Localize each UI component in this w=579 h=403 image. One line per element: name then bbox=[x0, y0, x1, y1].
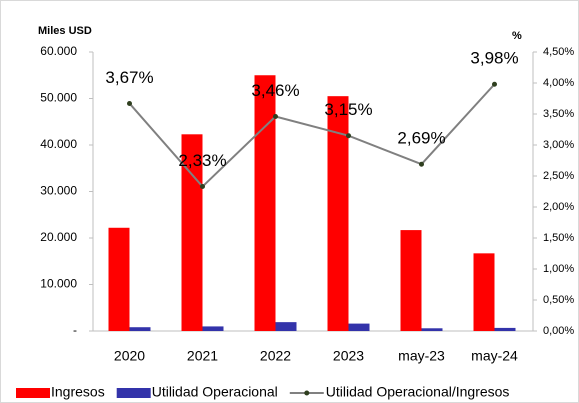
legend-label: Ingresos bbox=[51, 384, 105, 400]
legend-label: Utilidad Operacional/Ingresos bbox=[326, 384, 510, 400]
x-tick-label: may-23 bbox=[398, 348, 445, 364]
y-tick-label: 50.000 bbox=[40, 91, 77, 105]
data-label: 2,69% bbox=[397, 129, 445, 148]
y-tick-label: - bbox=[73, 323, 77, 337]
y2-tick-label: 4,50% bbox=[543, 46, 574, 58]
bar bbox=[202, 326, 224, 331]
point bbox=[346, 133, 351, 139]
bar bbox=[473, 253, 495, 331]
y2-tick-label: 4,00% bbox=[543, 77, 574, 89]
data-label: 3,98% bbox=[470, 49, 518, 68]
point bbox=[127, 100, 132, 106]
y2-tick-label: 2,00% bbox=[543, 201, 574, 213]
y2-tick-label: 0,00% bbox=[543, 325, 574, 337]
bar bbox=[327, 96, 349, 331]
bar bbox=[108, 227, 130, 331]
y2-tick-label: 1,00% bbox=[543, 263, 574, 275]
legend-swatch bbox=[116, 388, 151, 398]
bar bbox=[348, 323, 370, 331]
y-tick-label: 10.000 bbox=[40, 277, 77, 291]
y-tick-label: 60.000 bbox=[40, 44, 77, 58]
x-tick-label: 2023 bbox=[333, 348, 364, 364]
y2-tick-label: 0,50% bbox=[543, 294, 574, 306]
bar bbox=[181, 134, 203, 331]
x-tick-label: may-24 bbox=[471, 348, 518, 364]
point bbox=[419, 161, 424, 167]
bar bbox=[254, 75, 276, 331]
bar bbox=[421, 328, 443, 331]
y2-axis-label: % bbox=[512, 30, 522, 42]
y-tick-label: 30.000 bbox=[40, 184, 77, 198]
data-label: 3,67% bbox=[105, 68, 153, 87]
y-tick-label: 40.000 bbox=[40, 137, 77, 151]
legend-label: Utilidad Operacional bbox=[152, 384, 278, 400]
y2-tick-label: 3,50% bbox=[543, 108, 574, 120]
x-tick-label: 2020 bbox=[114, 348, 145, 364]
bar bbox=[275, 322, 297, 331]
x-tick-label: 2021 bbox=[187, 348, 218, 364]
data-label: 3,15% bbox=[324, 100, 372, 119]
data-label: 3,46% bbox=[251, 81, 299, 100]
bar bbox=[129, 327, 151, 331]
legend-swatch bbox=[304, 390, 310, 396]
y2-tick-label: 1,50% bbox=[543, 232, 574, 244]
point bbox=[492, 81, 497, 87]
bar bbox=[400, 230, 422, 331]
line bbox=[128, 83, 496, 188]
y-tick-label: 20.000 bbox=[40, 230, 77, 244]
data-label: 2,33% bbox=[178, 151, 226, 170]
y2-tick-label: 3,00% bbox=[543, 139, 574, 151]
bar bbox=[494, 327, 516, 331]
y2-tick-label: 2,50% bbox=[543, 170, 574, 182]
y-axis-label: Miles USD bbox=[38, 25, 92, 37]
point bbox=[200, 184, 205, 190]
point bbox=[273, 113, 278, 119]
x-tick-label: 2022 bbox=[260, 348, 291, 364]
legend-swatch bbox=[16, 388, 50, 398]
